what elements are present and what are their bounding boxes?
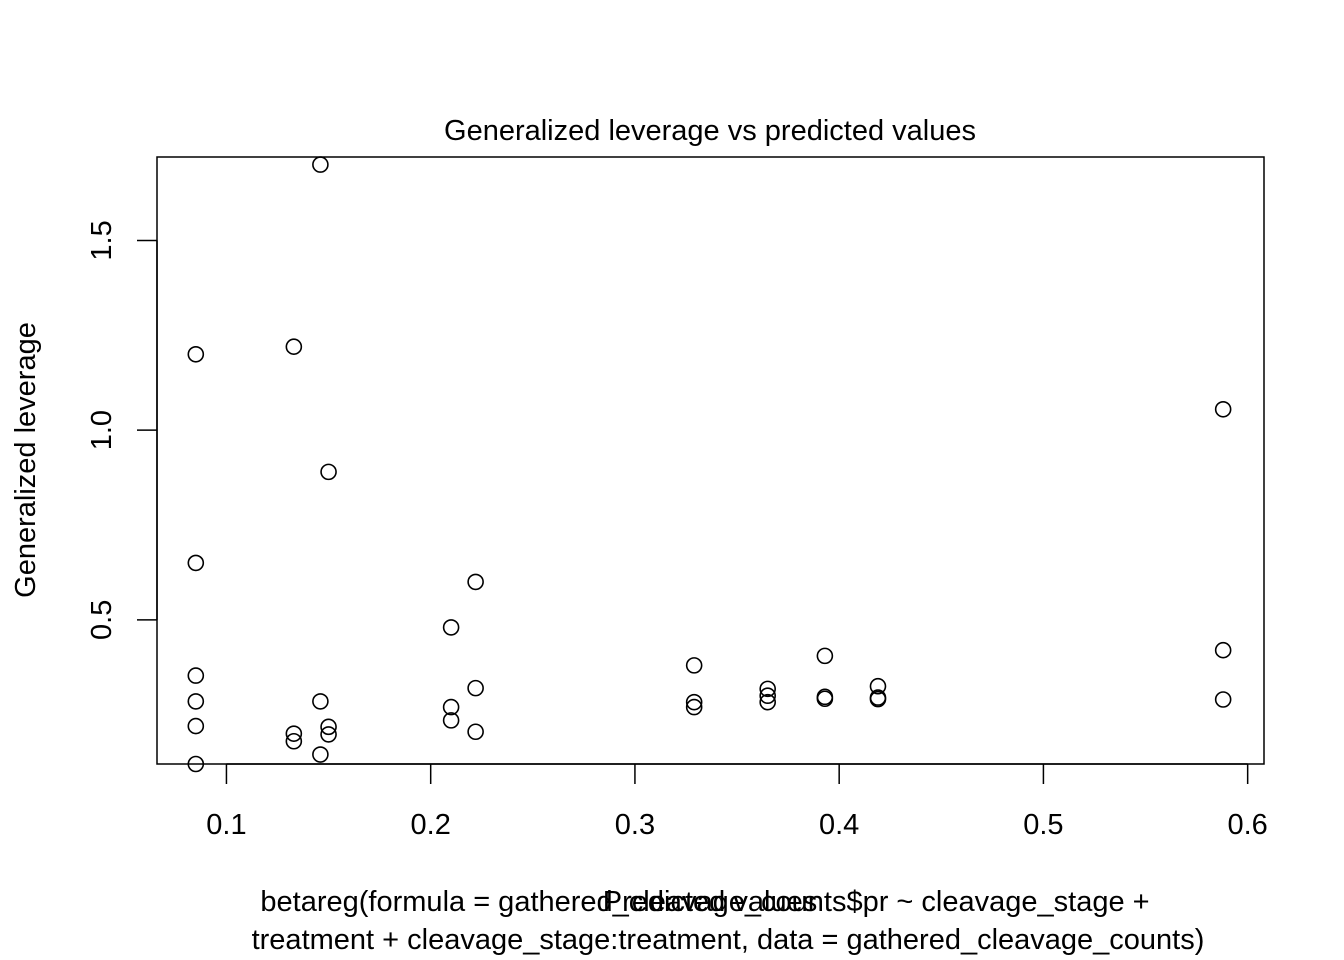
- data-point: [869, 690, 887, 708]
- data-point: [759, 693, 776, 711]
- data-point: [759, 680, 776, 698]
- data-point: [467, 679, 484, 697]
- data-point: [685, 693, 703, 711]
- data-point: [312, 156, 329, 173]
- data-points: [187, 156, 1232, 773]
- y-axis: 0.5 1.0 1.5: [86, 220, 158, 640]
- data-point: [467, 723, 484, 741]
- chart-title: Generalized leverage vs predicted values: [444, 115, 976, 147]
- x-tick-label: 0.5: [1023, 809, 1063, 841]
- y-axis-label: Generalized leverage: [10, 322, 42, 598]
- data-point: [187, 667, 205, 684]
- x-tick-label: 0.4: [819, 809, 859, 841]
- subtitle-line-1: betareg(formula = gathered_cleavage_coun…: [260, 886, 1149, 918]
- y-tick-label: 0.5: [86, 600, 118, 640]
- data-point: [816, 690, 834, 708]
- x-tick-label: 0.3: [615, 809, 655, 841]
- data-point: [312, 746, 329, 763]
- data-point: [187, 717, 205, 735]
- data-point: [442, 619, 460, 636]
- data-point: [869, 677, 887, 695]
- data-point: [187, 554, 205, 572]
- data-point: [312, 693, 329, 710]
- data-point: [320, 463, 337, 481]
- data-point: [285, 338, 303, 355]
- data-point: [759, 687, 776, 705]
- subtitle-line-2: treatment + cleavage_stage:treatment, da…: [252, 924, 1205, 956]
- data-point: [685, 657, 703, 674]
- data-point: [187, 693, 205, 710]
- data-point: [442, 712, 460, 729]
- data-point: [685, 698, 703, 716]
- data-point: [320, 726, 337, 743]
- y-tick-label: 1.0: [86, 410, 118, 450]
- data-point: [1214, 400, 1232, 418]
- x-tick-label: 0.2: [411, 809, 451, 841]
- x-axis: 0.1 0.2 0.3 0.4 0.5 0.6: [206, 763, 1268, 841]
- data-point: [285, 725, 303, 742]
- x-tick-label: 0.6: [1227, 809, 1267, 841]
- data-point: [187, 755, 205, 773]
- x-axis-label: Predicted values: [603, 886, 817, 918]
- data-point: [187, 345, 205, 363]
- data-point: [816, 647, 834, 665]
- plot-frame: [156, 156, 1265, 765]
- x-tick-label: 0.1: [206, 809, 246, 841]
- data-point: [320, 718, 337, 736]
- data-point: [442, 698, 460, 716]
- data-point: [1214, 691, 1232, 708]
- data-point: [285, 732, 303, 750]
- data-point: [1214, 641, 1232, 659]
- data-point: [467, 573, 484, 591]
- y-tick-label: 1.5: [86, 220, 118, 260]
